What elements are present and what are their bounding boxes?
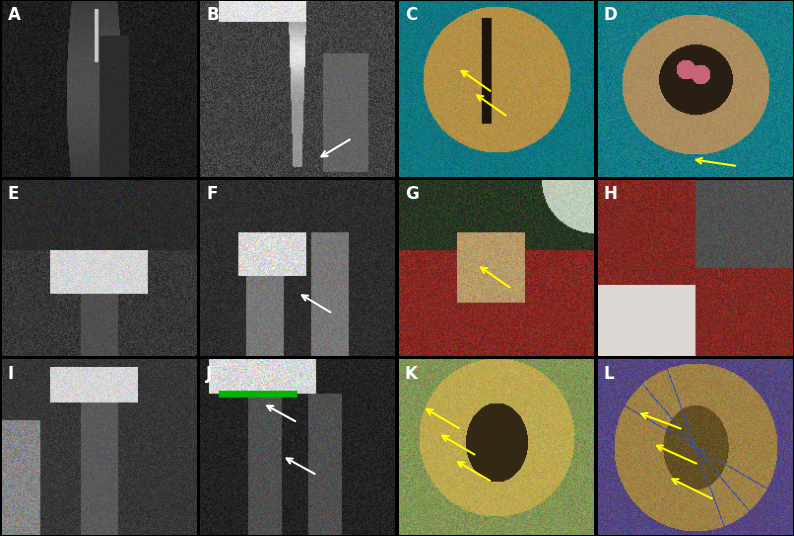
Text: H: H [603,185,618,204]
Text: D: D [603,6,617,24]
Text: J: J [206,364,212,383]
Text: K: K [405,364,418,383]
Text: F: F [206,185,218,204]
Text: E: E [7,185,19,204]
Text: C: C [405,6,417,24]
Text: A: A [7,6,21,24]
Text: B: B [206,6,218,24]
Text: G: G [405,185,418,204]
Text: L: L [603,364,614,383]
Text: I: I [7,364,13,383]
